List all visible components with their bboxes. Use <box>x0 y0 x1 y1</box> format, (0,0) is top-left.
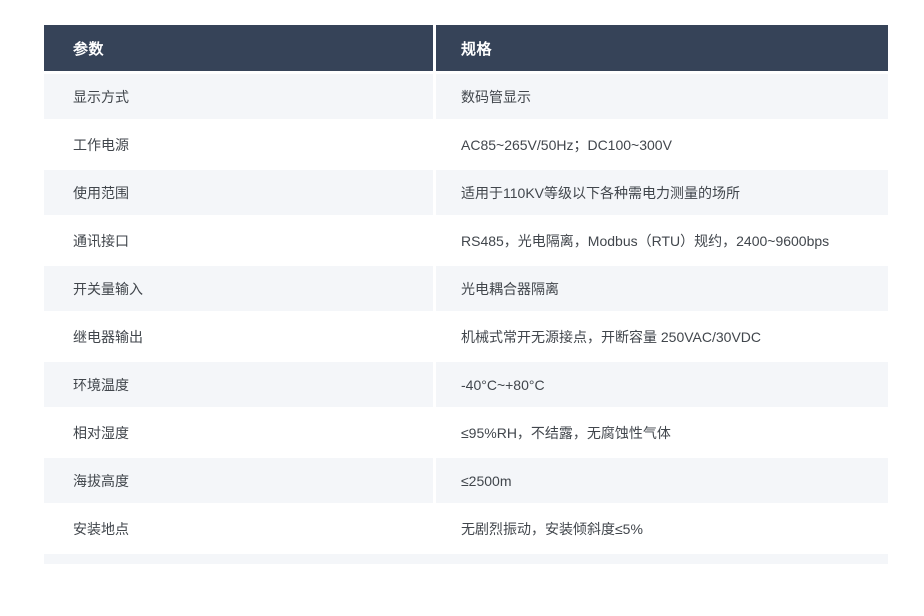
param-label: 通讯接口 <box>73 232 129 249</box>
table-row: 安装地点 无剧烈振动，安装倾斜度≤5% <box>44 506 888 551</box>
spec-value: 光电耦合器隔离 <box>461 280 559 297</box>
param-label: 使用范围 <box>73 184 129 201</box>
param-cell: 安装地点 <box>44 506 433 551</box>
param-header-cell: 参数 <box>44 25 433 71</box>
param-label: 安装地点 <box>73 520 129 537</box>
table-row: 海拔高度 ≤2500m <box>44 458 888 503</box>
spec-value: RS485，光电隔离，Modbus（RTU）规约，2400~9600bps <box>461 232 830 249</box>
table-row: 使用范围 适用于110KV等级以下各种需电力测量的场所 <box>44 170 888 215</box>
table-body: 显示方式 数码管显示 工作电源 AC85~265V/50Hz；DC100~300… <box>44 74 888 551</box>
table-row: 继电器输出 机械式常开无源接点，开断容量 250VAC/30VDC <box>44 314 888 359</box>
spec-cell: 无剧烈振动，安装倾斜度≤5% <box>436 506 888 551</box>
spec-value: ≤2500m <box>461 472 512 489</box>
param-cell: 通讯接口 <box>44 218 433 263</box>
spec-cell: ≤2500m <box>436 458 888 503</box>
table-row: 工作电源 AC85~265V/50Hz；DC100~300V <box>44 122 888 167</box>
spec-value: ≤95%RH，不结露，无腐蚀性气体 <box>461 424 671 441</box>
table-footer-strip <box>44 554 888 564</box>
param-label: 工作电源 <box>73 136 129 153</box>
spec-cell: RS485，光电隔离，Modbus（RTU）规约，2400~9600bps <box>436 218 888 263</box>
spec-cell: 适用于110KV等级以下各种需电力测量的场所 <box>436 170 888 215</box>
table-row: 相对湿度 ≤95%RH，不结露，无腐蚀性气体 <box>44 410 888 455</box>
table-row: 通讯接口 RS485，光电隔离，Modbus（RTU）规约，2400~9600b… <box>44 218 888 263</box>
spec-cell: 光电耦合器隔离 <box>436 266 888 311</box>
spec-cell: AC85~265V/50Hz；DC100~300V <box>436 122 888 167</box>
param-label: 环境温度 <box>73 376 129 393</box>
spec-cell: ≤95%RH，不结露，无腐蚀性气体 <box>436 410 888 455</box>
param-label: 显示方式 <box>73 88 129 105</box>
spec-cell: -40°C~+80°C <box>436 362 888 407</box>
param-label: 相对湿度 <box>73 424 129 441</box>
param-cell: 海拔高度 <box>44 458 433 503</box>
param-label: 开关量输入 <box>73 280 143 297</box>
table-row: 环境温度 -40°C~+80°C <box>44 362 888 407</box>
spec-header-label: 规格 <box>461 40 493 58</box>
spec-value: 适用于110KV等级以下各种需电力测量的场所 <box>461 184 740 201</box>
table-row: 显示方式 数码管显示 <box>44 74 888 119</box>
spec-value: AC85~265V/50Hz；DC100~300V <box>461 136 672 153</box>
param-cell: 开关量输入 <box>44 266 433 311</box>
table-header-row: 参数 规格 <box>44 25 888 71</box>
param-label: 继电器输出 <box>73 328 143 345</box>
param-cell: 显示方式 <box>44 74 433 119</box>
param-cell: 相对湿度 <box>44 410 433 455</box>
param-cell: 环境温度 <box>44 362 433 407</box>
table-row: 开关量输入 光电耦合器隔离 <box>44 266 888 311</box>
spec-value: 数码管显示 <box>461 88 531 105</box>
spec-table: 参数 规格 显示方式 数码管显示 工作电源 AC85~265V/50Hz；DC1… <box>44 25 888 564</box>
param-cell: 使用范围 <box>44 170 433 215</box>
spec-value: 机械式常开无源接点，开断容量 250VAC/30VDC <box>461 328 762 345</box>
param-label: 海拔高度 <box>73 472 129 489</box>
spec-cell: 机械式常开无源接点，开断容量 250VAC/30VDC <box>436 314 888 359</box>
param-header-label: 参数 <box>73 40 105 58</box>
spec-value: -40°C~+80°C <box>461 376 545 393</box>
param-cell: 工作电源 <box>44 122 433 167</box>
spec-header-cell: 规格 <box>436 25 888 71</box>
spec-cell: 数码管显示 <box>436 74 888 119</box>
spec-value: 无剧烈振动，安装倾斜度≤5% <box>461 520 643 537</box>
param-cell: 继电器输出 <box>44 314 433 359</box>
